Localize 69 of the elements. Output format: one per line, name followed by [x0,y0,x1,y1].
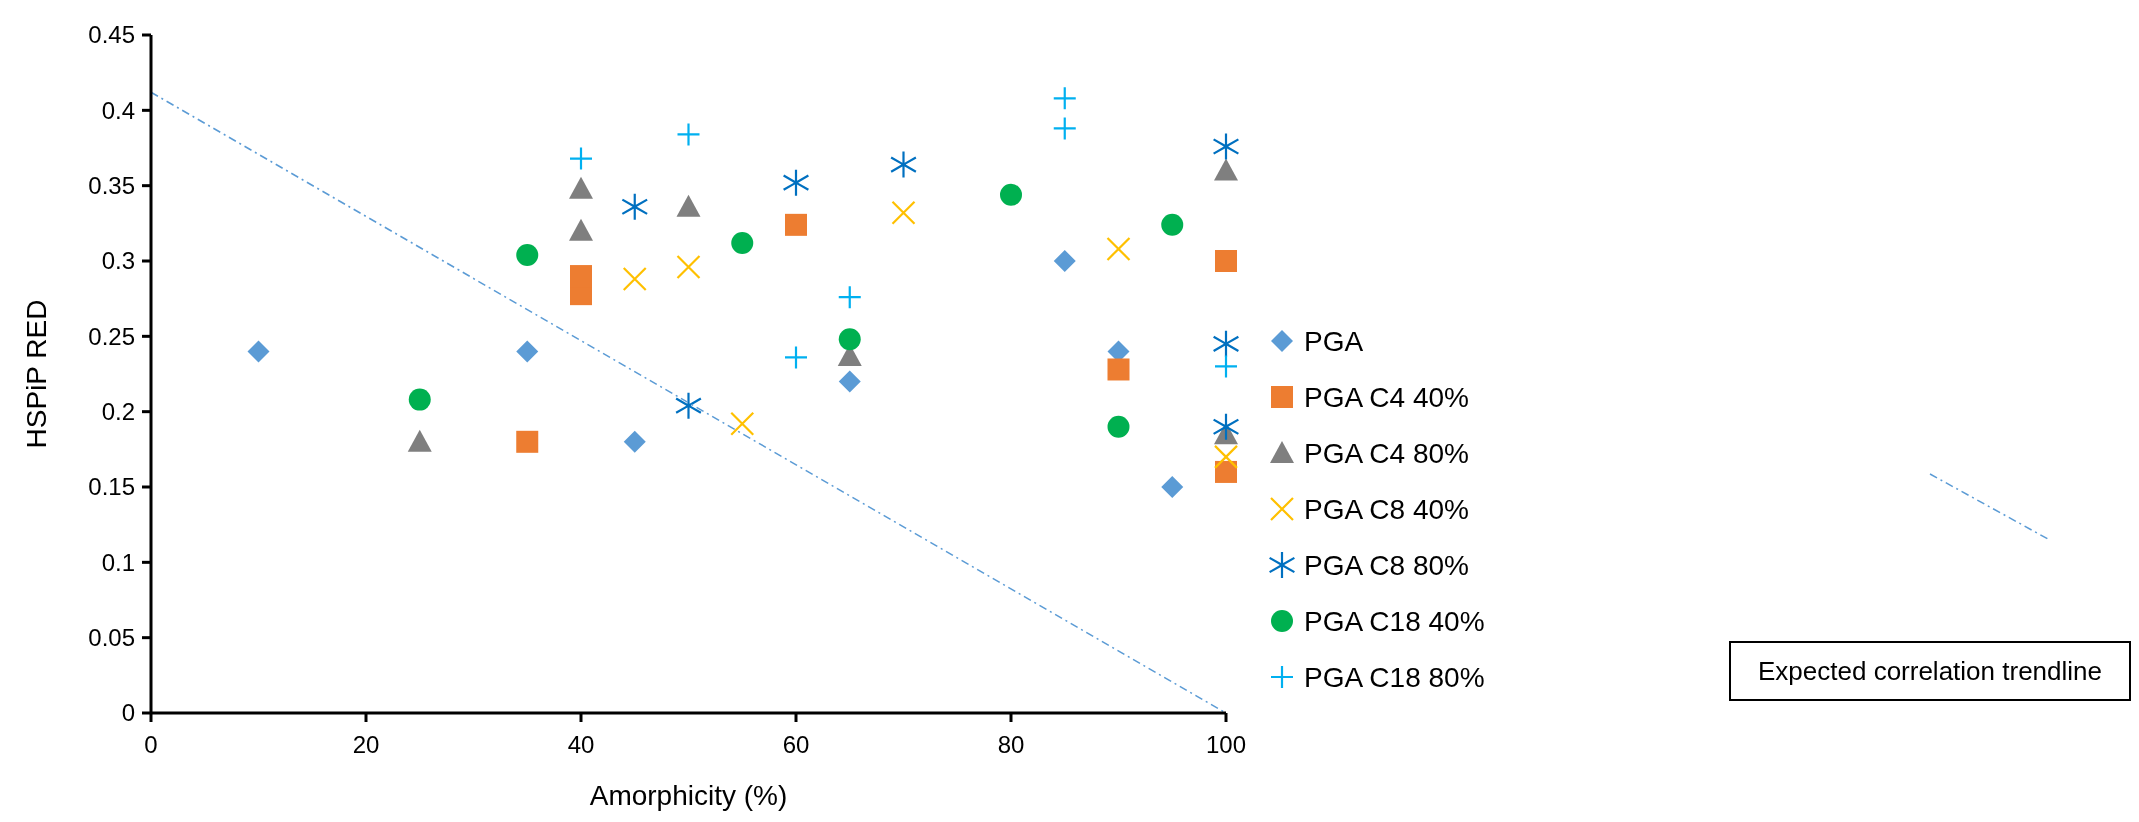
legend-label: PGA C18 40% [1304,605,1485,637]
x-tick-label: 60 [782,731,810,758]
legend-label: PGA C8 40% [1304,493,1469,525]
point [677,123,700,146]
x-tick-label: 100 [1205,731,1247,758]
y-tick-label: 0.2 [101,398,135,426]
point [1000,183,1022,206]
y-tick-label: 0 [121,699,135,727]
point [516,340,539,363]
point [838,286,861,309]
legend-label: PGA C4 40% [1304,381,1469,413]
point [1215,250,1237,272]
point [1107,358,1130,381]
point [891,200,916,225]
point [408,388,431,411]
y-tick-label: 0.3 [101,247,135,275]
x-tick-label: 20 [352,731,380,758]
point [622,266,647,292]
point [1213,444,1239,469]
point [675,392,702,419]
point [785,346,807,369]
x-tick-label: 0 [144,731,158,758]
point [1214,158,1238,181]
legend-label: PGA [1304,325,1364,357]
point [838,328,861,351]
point [407,429,432,452]
point [1107,415,1130,438]
y-tick-label: 0.35 [88,172,135,200]
x-tick-label: 40 [567,731,595,758]
point [1161,213,1184,236]
y-tick-label: 0.45 [88,21,135,49]
y-tick-label: 0.1 [101,548,135,576]
point [1213,413,1239,440]
point [676,254,701,280]
point [1213,330,1239,357]
point [1161,476,1184,498]
point [1053,117,1076,140]
y-tick-label: 0.25 [88,322,135,350]
y-axis-title: HSPiP RED [21,299,52,449]
legend-label: PGA C18 80% [1304,661,1485,693]
y-tick-label: 0.05 [88,624,135,652]
point [676,194,701,217]
point [1213,133,1239,160]
legend-label: PGA C4 80% [1304,437,1469,469]
point [516,243,539,266]
x-tick-label: 80 [997,731,1025,758]
point [783,169,809,196]
y-tick-label: 0.4 [101,96,135,124]
point [730,411,755,436]
point [247,340,270,363]
point [623,430,646,453]
point [569,218,593,241]
text: Expected correlation trendline [1758,656,2102,687]
point [731,231,754,254]
point [1106,236,1131,262]
legend-label: PGA C8 80% [1304,549,1469,581]
point [1215,460,1237,483]
point [838,370,861,393]
x-axis-title: Amorphicity (%) [589,780,788,811]
point [1053,87,1076,110]
point [1215,355,1237,378]
point [570,147,592,170]
point [785,213,807,236]
point [569,176,593,199]
point [1053,250,1076,272]
point [890,151,917,178]
point [516,430,539,453]
point [621,193,648,220]
y-tick-label: 0.15 [88,473,135,501]
